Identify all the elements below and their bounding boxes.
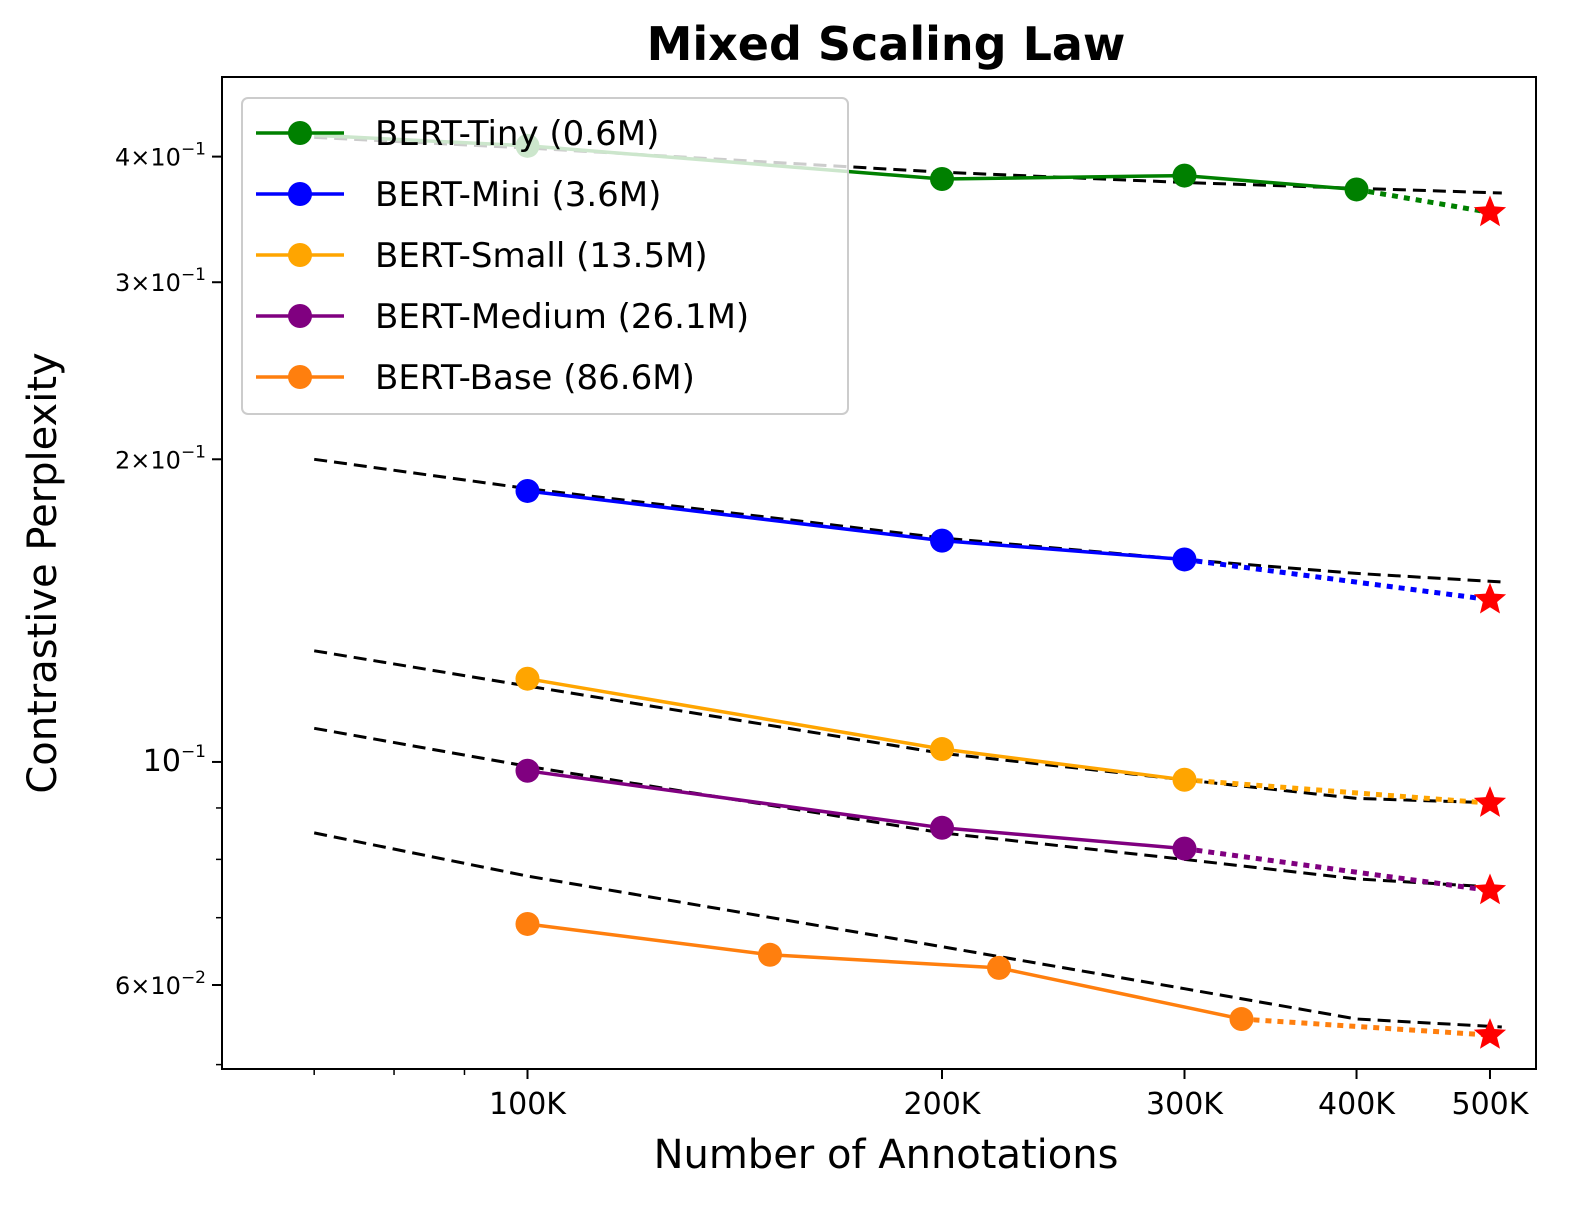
data-point-5-3: [987, 955, 1012, 980]
extrapolation-line-4: [1184, 846, 1491, 893]
extrapolation-star-2: [1473, 582, 1507, 614]
fit-curve-4: [313, 726, 1502, 890]
fit-curve-2: [313, 457, 1502, 584]
y-axis: 4×10−1 3×10−1 2×10−1 10−1 6×10−2: [115, 140, 222, 1066]
x-tick-label-3: 300K: [1146, 1087, 1224, 1122]
series-line-5: [527, 922, 1242, 1021]
x-tick-label-4: 400K: [1318, 1087, 1396, 1122]
data-point-3-1: [515, 666, 540, 691]
data-point-3-2: [930, 737, 955, 762]
x-tick-label-5: 500K: [1452, 1087, 1530, 1122]
data-point-3-3: [1172, 767, 1197, 792]
y-tick-label-2: 3×10−1: [115, 265, 206, 297]
series-line-3: [527, 676, 1185, 782]
data-point-2-2: [930, 528, 955, 553]
extrapolation-star-4: [1473, 873, 1507, 905]
y-axis-label: Contrastive Perplexity: [20, 352, 66, 793]
data-point-5-2: [757, 942, 782, 967]
chart-title: Mixed Scaling Law: [647, 17, 1126, 71]
legend-marker-3: [288, 243, 312, 267]
extrapolation-star-1: [1473, 195, 1507, 227]
series-line-2: [527, 489, 1185, 562]
extrapolation-line-2: [1184, 556, 1491, 603]
fit-curve-5: [313, 831, 1502, 1029]
legend-marker-2: [288, 182, 312, 206]
legend-label-2: BERT-Mini (3.6M): [375, 175, 661, 215]
series-line-4: [527, 769, 1185, 851]
x-axis: 100K 200K 300K 400K 500K: [313, 1069, 1530, 1122]
data-point-1-3: [930, 167, 955, 192]
x-tick-label-2: 200K: [904, 1087, 982, 1122]
data-point-2-3: [1172, 547, 1197, 572]
y-tick-label-3: 2×10−1: [115, 442, 206, 474]
data-point-5-1: [515, 911, 540, 936]
data-point-2-1: [515, 478, 540, 503]
data-point-1-4: [1172, 163, 1197, 188]
x-tick-label-1: 100K: [489, 1087, 567, 1122]
y-tick-label-1: 4×10−1: [115, 140, 206, 172]
data-point-4-1: [515, 758, 540, 783]
extrapolation-line-5: [1241, 1016, 1491, 1038]
legend-marker-1: [288, 121, 312, 145]
y-tick-label-5: 6×10−2: [115, 968, 206, 1000]
legend-label-3: BERT-Small (13.5M): [375, 236, 708, 276]
data-point-4-3: [1172, 836, 1197, 861]
data-point-1-5: [1344, 177, 1369, 202]
y-tick-label-4: 10−1: [143, 742, 206, 779]
extrapolation-line-1: [1356, 187, 1491, 215]
fit-curve-3: [313, 649, 1502, 805]
legend-marker-4: [288, 304, 312, 328]
legend-marker-5: [288, 365, 312, 389]
legend-label-1: BERT-Tiny (0.6M): [375, 114, 659, 154]
data-point-5-4: [1229, 1007, 1254, 1032]
axes-frame: [221, 76, 1537, 1070]
extrapolation-star-5: [1473, 1018, 1507, 1049]
legend-box: [241, 97, 849, 415]
data-point-4-2: [930, 815, 955, 840]
extrapolation-star-3: [1473, 786, 1507, 817]
legend: BERT-Tiny (0.6M) BERT-Mini (3.6M) BERT-Sma…: [241, 97, 849, 415]
legend-label-5: BERT-Base (86.6M): [375, 358, 695, 398]
legend-label-4: BERT-Medium (26.1M): [375, 297, 749, 337]
x-axis-label: Number of Annotations: [654, 1132, 1119, 1178]
extrapolation-line-3: [1184, 777, 1491, 806]
